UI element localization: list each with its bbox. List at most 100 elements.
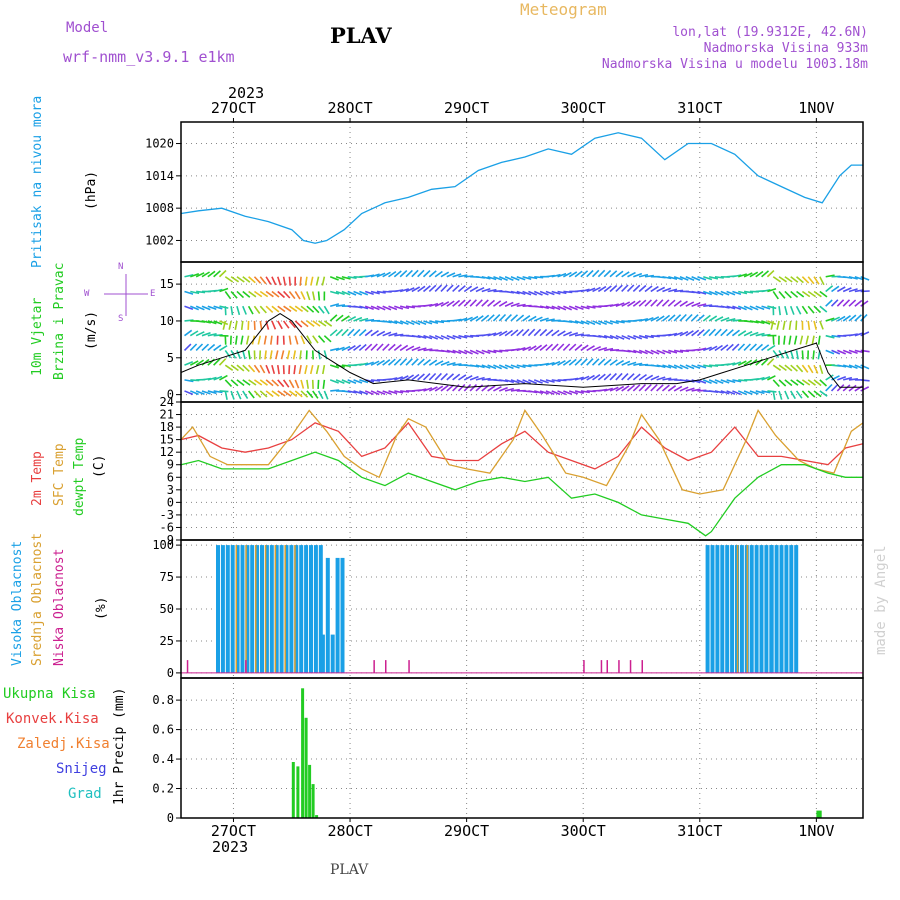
wind-barb: [463, 349, 473, 355]
wind-barb: [493, 331, 503, 337]
wind-barb: [317, 390, 324, 400]
wind-barb: [388, 390, 398, 395]
wind-barb: [755, 332, 765, 337]
wind-barb: [842, 299, 851, 307]
wind-barb: [749, 320, 759, 324]
x-tick-label-bottom: 30OCT: [561, 822, 606, 840]
wind-barb: [591, 269, 600, 278]
wind-barb: [399, 358, 408, 366]
wind-barb: [219, 374, 228, 381]
wind-barb: [650, 285, 659, 293]
wind-barb: [825, 374, 834, 381]
precip-bar: [315, 815, 319, 818]
wind-barb: [475, 349, 485, 355]
wind-barb: [370, 290, 380, 295]
wind-barb: [452, 284, 460, 293]
wind-barb: [743, 290, 754, 294]
wind-barb: [813, 276, 820, 285]
wind-barb: [382, 343, 390, 351]
wind-barb: [819, 379, 828, 387]
wind-barb: [446, 284, 454, 293]
wind-barb: [458, 274, 468, 278]
wind-barb: [557, 330, 566, 337]
compass-n-label: N: [118, 262, 124, 272]
wind-barb: [860, 331, 870, 337]
wind-barb: [708, 345, 718, 352]
wind-barb: [393, 270, 402, 278]
wind-barb: [370, 379, 381, 382]
wind-barb: [434, 301, 444, 307]
wind-barb: [376, 290, 386, 294]
wind-barb: [836, 286, 846, 293]
wind-barb: [795, 390, 803, 399]
wind-barb: [860, 275, 870, 281]
wind-barb: [282, 379, 290, 388]
wind-barb: [286, 350, 291, 360]
wind-barb: [411, 320, 421, 326]
low-cloud-bar: [629, 660, 632, 673]
wind-barb: [370, 390, 380, 396]
wind-barb: [400, 390, 410, 393]
wind-barb: [574, 270, 583, 278]
wind-barb: [230, 390, 235, 400]
wind-barb: [673, 364, 683, 370]
wind-barb: [463, 316, 473, 322]
wind-barb: [702, 346, 712, 352]
wind-barb: [265, 276, 272, 285]
wind-barb: [767, 375, 776, 381]
wind-barb: [615, 320, 625, 324]
wind-barb: [673, 314, 682, 322]
wind-barb: [737, 343, 746, 351]
wind-barb: [304, 276, 308, 286]
wind-barb: [527, 328, 536, 337]
wind-barb: [365, 318, 375, 322]
wind-barb: [790, 364, 798, 372]
wind-barb: [276, 365, 280, 375]
wind-barb: [440, 271, 450, 278]
wind-barb: [609, 303, 619, 307]
wind-barb: [638, 299, 647, 307]
wind-barb: [201, 305, 211, 311]
wind-barb: [644, 274, 655, 278]
wind-barb: [673, 385, 683, 392]
wind-barb: [271, 320, 277, 330]
high-cloud-bar: [284, 545, 289, 673]
wind-barb: [294, 390, 303, 398]
wind-barb: [860, 349, 870, 353]
wind-barb: [183, 343, 192, 351]
wind-barb: [551, 343, 559, 351]
wind-barb: [603, 358, 612, 366]
wind-barb: [703, 304, 713, 308]
wind-barb: [469, 375, 479, 381]
wind-barb: [755, 320, 765, 325]
wind-barb: [860, 364, 870, 370]
wind-barb: [812, 350, 815, 360]
wind-barb: [825, 274, 835, 278]
wind-barb: [563, 390, 573, 395]
wind-barb: [667, 299, 676, 307]
wind-barb: [493, 385, 502, 392]
wind-barb: [703, 275, 713, 281]
wind-barb: [213, 375, 223, 381]
wind-barb: [516, 303, 526, 307]
y-tick-label-temp: 3: [167, 483, 174, 497]
wind-barb: [795, 305, 802, 315]
wind-barb: [679, 386, 689, 392]
y-tick-label-cloud: 0: [167, 666, 174, 680]
wind-barb: [796, 379, 805, 386]
wind-barb: [714, 316, 724, 322]
wind-barb: [604, 347, 614, 352]
wind-barb: [317, 335, 326, 343]
wind-barb: [557, 360, 566, 366]
wind-barb: [668, 275, 678, 280]
wind-barb: [801, 390, 810, 399]
wind-barb: [353, 316, 363, 322]
wind-barb: [580, 288, 590, 293]
wind-barb: [382, 359, 391, 366]
y-tick-label-temp: -9: [160, 533, 174, 547]
wind-barb: [673, 349, 684, 353]
wind-barb: [394, 305, 404, 310]
wind-barb: [288, 290, 296, 300]
wind-barb: [394, 390, 404, 394]
wind-barb: [784, 390, 790, 400]
